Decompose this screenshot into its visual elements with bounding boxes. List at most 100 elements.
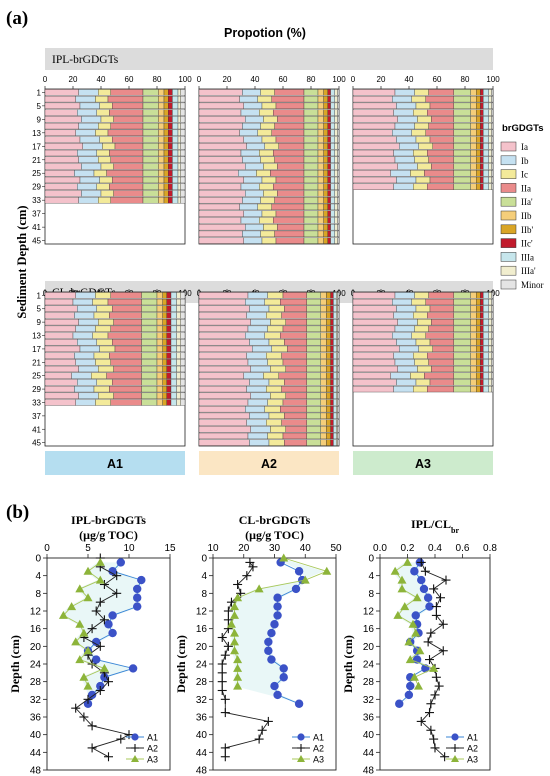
bar-segment-minor: [180, 352, 186, 359]
bar-segment-iib: [470, 102, 477, 109]
x-tick-label: 0.4: [428, 543, 442, 554]
bar-segment-minor: [491, 136, 494, 143]
bar-segment-iia: [429, 305, 454, 312]
bar-segment-ic: [259, 149, 274, 157]
bar-segment-iib: [317, 122, 324, 130]
bar-segment-ia: [352, 176, 397, 184]
bar-segment-ib: [247, 432, 268, 440]
legend-marker: [451, 755, 459, 762]
bar-segment-iia-prime: [303, 129, 319, 136]
bar-segment-ia: [44, 339, 78, 346]
bar-segment-ib: [72, 332, 93, 339]
bar-segment-iiia-prime: [336, 312, 338, 319]
bar-segment-minor: [337, 426, 340, 433]
bar-segment-iia: [432, 345, 454, 353]
bar-segment-iib-prime: [326, 292, 331, 299]
bar-segment-iib-prime: [476, 170, 481, 177]
bar-segment-minor: [491, 312, 494, 319]
bar-segment-iia: [109, 352, 142, 359]
point-a3: [411, 628, 421, 637]
point-a1: [104, 620, 113, 629]
bar-segment-ia: [198, 298, 246, 306]
bar-segment-minor: [180, 359, 186, 366]
bar-segment-iib-prime: [323, 149, 328, 157]
y-tick-label: 40: [363, 730, 375, 741]
point-a1: [411, 611, 420, 620]
bar-segment-iia: [427, 385, 454, 393]
bar-segment-ib: [75, 399, 96, 406]
bar-segment-iic-prime: [327, 176, 331, 184]
bar-segment-iib-prime: [323, 176, 328, 184]
bar-segment-iib: [156, 399, 163, 406]
bar-segment-ic: [415, 176, 431, 184]
bar-segment-iib: [156, 305, 163, 312]
bar-segment-iiia: [483, 332, 489, 339]
bar-segment-iib-prime: [476, 345, 481, 353]
bar-segment-iia-prime: [306, 399, 321, 406]
bar-segment-iic-prime: [480, 89, 484, 96]
bar-segment-iic-prime: [480, 183, 484, 190]
bar-segment-ib: [81, 116, 102, 123]
bar-segment-ia: [352, 143, 400, 150]
bar-segment-iib-prime: [163, 116, 169, 123]
bar-segment-iiia-prime: [334, 116, 338, 123]
bar-segment-iib-prime: [163, 183, 169, 190]
bar-segment-iia: [112, 379, 142, 386]
y-tick-label: 24: [30, 660, 42, 671]
bar-segment-iiia: [483, 122, 489, 130]
legend-marker: [451, 733, 459, 741]
bar-segment-iia: [273, 183, 305, 190]
bar-segment-iia: [428, 156, 454, 163]
bar-segment-iib-prime: [326, 419, 331, 426]
point-a1: [92, 637, 101, 647]
bar-segment-iib-prime: [323, 163, 328, 170]
bar-segment-ic: [100, 116, 114, 123]
bar-segment-iia-prime: [453, 129, 471, 136]
bar-segment-minor: [337, 163, 340, 170]
bar-segment-ia: [198, 210, 244, 217]
bar-segment-iiia-prime: [488, 89, 492, 96]
bar-segment-ic: [261, 176, 277, 184]
bar-segment-iic-prime: [330, 325, 334, 332]
bar-segment-minor: [337, 432, 340, 440]
bar-segment-iiia-prime: [176, 365, 181, 373]
bar-segment-ic: [260, 156, 275, 163]
bar-segment-iiia: [170, 339, 177, 346]
bar-segment-minor: [180, 136, 186, 143]
bar-segment-ic: [95, 359, 111, 366]
bar-segment-iic-prime: [168, 102, 173, 109]
bar-segment-iiia: [333, 319, 337, 326]
y-tick-label: 40: [196, 730, 208, 741]
x-tick-label: 100: [332, 75, 346, 84]
bar-segment-iic-prime: [166, 339, 172, 346]
bar-segment-iib: [158, 170, 165, 177]
bar-segment-iia: [109, 109, 144, 116]
bar-segment-iia-prime: [141, 319, 158, 326]
bar-segment-ib: [79, 102, 100, 109]
bar-segment-ia: [352, 89, 396, 96]
point-a3: [300, 575, 310, 584]
bar-segment-iiia-prime: [334, 203, 338, 211]
bar-segment-ib: [396, 102, 417, 109]
point-a3: [83, 593, 93, 602]
bar-segment-iic-prime: [480, 176, 484, 184]
bar-segment-ia: [352, 109, 394, 116]
bar-segment-iic-prime: [168, 116, 173, 123]
bar-segment-minor: [180, 95, 186, 103]
point-a3: [230, 602, 240, 611]
bar-segment-iib-prime: [326, 426, 331, 433]
point-a2: [112, 588, 122, 598]
bar-segment-minor: [491, 89, 494, 96]
bar-segment-iia: [113, 392, 142, 399]
bar-segment-iiia: [330, 149, 335, 157]
point-a2: [248, 562, 258, 572]
point-a3: [95, 575, 105, 584]
bar-segment-iib: [470, 89, 477, 96]
bar-segment-iia-prime: [141, 359, 158, 366]
bar-segment-iia-prime: [142, 176, 159, 184]
point-a2: [223, 641, 233, 651]
legend-swatch: [500, 279, 517, 290]
bar-segment-ib: [242, 197, 261, 204]
point-a1: [273, 593, 282, 602]
bar-segment-iiia-prime: [334, 217, 338, 224]
